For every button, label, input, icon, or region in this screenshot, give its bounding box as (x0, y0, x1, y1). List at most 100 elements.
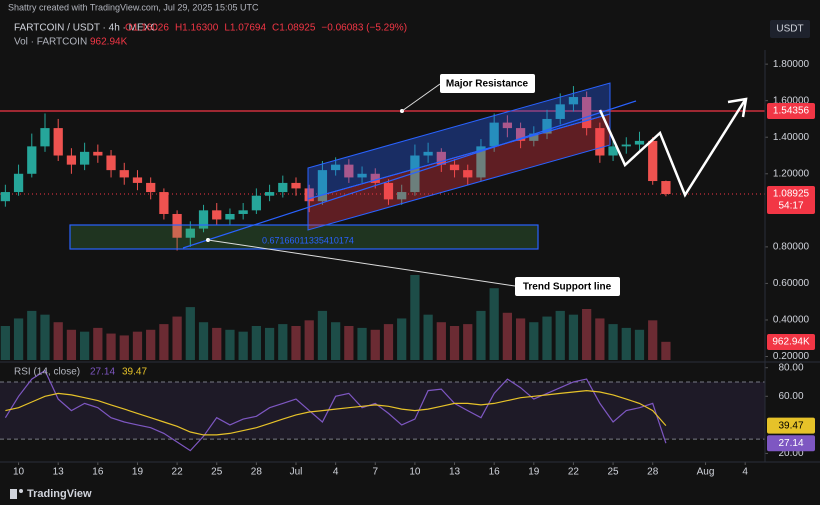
level-label: 0.67166011335410174 (262, 235, 354, 245)
x-tick-label: 4 (333, 467, 339, 478)
volume-bar (449, 326, 460, 360)
volume-bar (331, 322, 341, 360)
candle-body (595, 128, 605, 156)
candle-body (502, 122, 513, 129)
x-tick-label: 28 (647, 467, 659, 478)
x-tick-label: 19 (528, 467, 540, 478)
brand: TradingView (27, 488, 92, 500)
rsi-line (5, 389, 667, 436)
volume-bar (225, 329, 235, 360)
candle-body (449, 164, 460, 171)
volume-bar (198, 322, 209, 360)
y-tick-label: 0.60000 (773, 278, 810, 289)
candle-body (185, 228, 195, 238)
volume-bar (661, 341, 671, 360)
countdown-badge: 54:17 (778, 201, 803, 212)
volume-bar (106, 333, 116, 360)
volume-bar (317, 310, 328, 360)
rsi-badge-box (767, 435, 815, 452)
rsi-line (4, 369, 667, 452)
rsi-ma-badge-box (767, 417, 815, 434)
callout-line (401, 83, 441, 112)
ohlc-legend: O1.16026 H1.16300 L1.07694 C1.08925 −0.06083… (125, 23, 407, 34)
volume-bar (66, 329, 77, 360)
volume-bar (542, 316, 552, 360)
candle-body (53, 128, 63, 156)
projection-arrow (727, 97, 748, 118)
price-pane: 1.80000 1.60000 1.40000 1.20000 0.80000 0.600… (0, 59, 815, 478)
volume-bar (397, 318, 407, 360)
x-tick-label: 13 (53, 467, 65, 478)
callout-box (440, 74, 535, 93)
candle-body (608, 146, 618, 156)
y-tick-label: 60.00 (778, 391, 803, 402)
candle-body (529, 133, 539, 141)
candle-body (146, 182, 156, 193)
candle-body (93, 151, 103, 156)
rsi-title: RSI (14, close) (14, 367, 80, 378)
ohlc-value: L1.07694 (224, 23, 266, 34)
y-tick-label: 20.00 (778, 448, 803, 459)
volume-bar (212, 327, 222, 360)
rsi-value: 27.14 (90, 367, 115, 378)
candle-body (106, 155, 116, 171)
volume-badge: 962.94K (772, 337, 810, 348)
candle-body (80, 151, 90, 165)
resistance-badge: 1.54356 (773, 106, 810, 117)
candle-body (264, 192, 275, 196)
volume-bar (410, 275, 420, 360)
volume-bar (278, 324, 288, 360)
volume-bar (648, 320, 658, 360)
y-tick-label: 1.20000 (773, 168, 810, 179)
candle-body (172, 213, 182, 238)
volume-bar (185, 307, 195, 360)
credit: Shattry created with TradingView.com, Ju… (8, 2, 259, 12)
candle-body (397, 192, 407, 200)
volume-bar (608, 324, 618, 360)
rsi-badge: 27.14 (778, 438, 803, 449)
x-tick-label: 10 (409, 467, 421, 478)
candle-body (370, 173, 380, 183)
volume-bar (27, 310, 37, 360)
volume-bar (476, 310, 486, 360)
candle-body (291, 182, 301, 189)
candle-body (515, 128, 526, 141)
callout-line (207, 239, 516, 287)
volume-bar (93, 327, 103, 360)
candle-body (463, 170, 473, 178)
candle-body (251, 195, 261, 211)
volume-bar (80, 331, 90, 360)
volume-bar (463, 324, 473, 360)
volume-bar (383, 324, 394, 360)
candle-body (27, 146, 37, 174)
x-tick-label: 16 (489, 467, 501, 478)
volume-bar (344, 326, 354, 360)
volume-bar (238, 331, 248, 360)
volume-bar (13, 318, 24, 360)
y-tick-label: 1.60000 (773, 95, 810, 106)
candle-body (119, 170, 129, 178)
x-tick-label: 25 (608, 467, 620, 478)
candle-body (198, 210, 209, 229)
rsi-ma-value: 39.47 (122, 367, 147, 378)
x-tick-label: 25 (211, 467, 223, 478)
countdown-badge-box (767, 198, 815, 215)
candle-body (542, 118, 552, 134)
x-tick-label: 22 (568, 467, 580, 478)
candle-body (344, 164, 354, 178)
candle-body (225, 213, 235, 220)
callout-box (515, 277, 620, 296)
y-tick-label: 0.20000 (773, 351, 810, 362)
volume-bar (595, 318, 605, 360)
x-tick-label: 13 (449, 467, 461, 478)
volume-bar (146, 329, 156, 360)
volume-bar (40, 314, 50, 360)
volume-bar (304, 320, 314, 360)
volume-bar (264, 327, 275, 360)
projection (598, 99, 747, 198)
volume-bar (582, 309, 592, 360)
candle-body (476, 146, 486, 178)
callout-text: Major Resistance (446, 79, 529, 90)
